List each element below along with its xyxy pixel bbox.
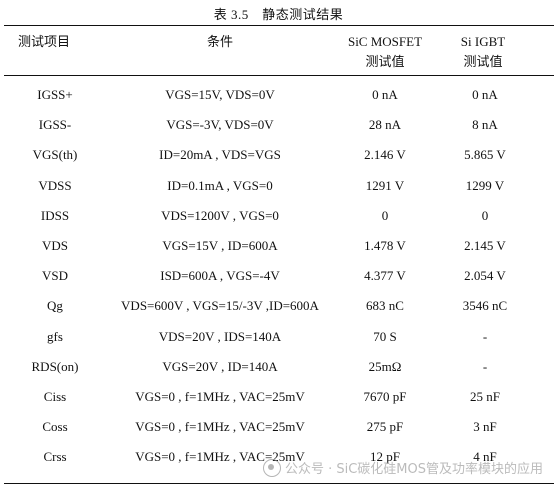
table-row: Ciss VGS=0 , f=1MHz , VAC=25mV 7670 pF 25 n…	[0, 382, 557, 412]
cell-sic-value: 683 nC	[366, 298, 404, 314]
table-row: RDS(on) VGS=20V , ID=140A 25mΩ -	[0, 352, 557, 382]
table-row: VDS VGS=15V , ID=600A 1.478 V 2.145 V	[0, 231, 557, 261]
cell-item: Crss	[43, 449, 67, 465]
cell-sic-value: 275 pF	[366, 419, 404, 435]
header-sic-line1: SiC MOSFET	[347, 34, 423, 49]
cell-si-value: 5.865 V	[464, 147, 506, 163]
header-sic-line2: 测试值	[365, 54, 405, 69]
cell-condition: VDS=20V , IDS=140A	[158, 328, 282, 344]
cell-si-value: 8 nA	[472, 117, 498, 133]
cell-condition: VGS=20V , ID=140A	[162, 358, 278, 374]
cell-condition: VDS=1200V , VGS=0	[161, 207, 279, 223]
cell-item: IGSS+	[37, 87, 73, 102]
cell-sic-value: 12 pF	[370, 449, 400, 465]
cell-item: VDS	[41, 237, 68, 253]
table-row: VDSS ID=0.1mA , VGS=0 1291 V 1299 V	[0, 171, 557, 201]
cell-item: VDSS	[38, 177, 72, 193]
table-row: VGS(th) ID=20mA , VDS=VGS 2.146 V 5.865 V	[0, 140, 557, 170]
cell-si-value: 0 nA	[472, 87, 498, 102]
cell-sic-value: 4.377 V	[364, 268, 406, 284]
cell-condition: VGS=0 , f=1MHz , VAC=25mV	[135, 449, 305, 465]
table-bottom-rule	[4, 483, 554, 485]
cell-sic-value: 7670 pF	[363, 388, 407, 404]
cell-si-value: 3546 nC	[462, 298, 508, 314]
cell-condition: ID=20mA , VDS=VGS	[159, 147, 281, 163]
cell-item: Qg	[47, 298, 63, 314]
cell-sic-value: 1291 V	[365, 177, 405, 193]
header-si-line1: Si IGBT	[460, 34, 506, 49]
table-row: gfs VDS=20V , IDS=140A 70 S -	[0, 322, 557, 352]
cell-item: Coss	[42, 419, 68, 435]
table-body: IGSS+ VGS=15V, VDS=0V 0 nA 0 nA IGSS- VGS=-3V…	[0, 80, 557, 472]
table-header-rule	[4, 75, 554, 76]
cell-si-value: -	[482, 328, 488, 344]
cell-item: VSD	[41, 268, 68, 284]
cell-sic-value: 0 nA	[372, 87, 398, 102]
cell-sic-value: 2.146 V	[364, 147, 406, 163]
table-row: Crss VGS=0 , f=1MHz , VAC=25mV 12 pF 4 nF	[0, 442, 557, 472]
cell-item: Ciss	[43, 388, 67, 404]
cell-si-value: -	[482, 358, 488, 374]
cell-condition: VGS=15V , ID=600A	[162, 237, 278, 253]
cell-condition: VGS=0 , f=1MHz , VAC=25mV	[135, 388, 305, 404]
cell-si-value: 0	[481, 207, 489, 223]
cell-si-value: 2.145 V	[464, 237, 506, 253]
header-condition: 条件	[206, 34, 233, 49]
cell-condition: ID=0.1mA , VGS=0	[167, 177, 273, 193]
cell-si-value: 1299 V	[465, 177, 505, 193]
cell-sic-value: 25mΩ	[368, 358, 402, 374]
watermark: 公众号 · SiC碳化硅MOS管及功率模块的应用	[262, 458, 543, 477]
cell-item: IGSS-	[38, 117, 72, 133]
cell-sic-value: 28 nA	[368, 117, 402, 133]
header-item: 测试项目	[18, 34, 71, 49]
wechat-icon	[262, 458, 281, 477]
table-row: VSD ISD=600A , VGS=-4V 4.377 V 2.054 V	[0, 261, 557, 291]
table-row: IGSS- VGS=-3V, VDS=0V 28 nA 8 nA	[0, 110, 557, 140]
table-row: IDSS VDS=1200V , VGS=0 0 0	[0, 201, 557, 231]
table-top-rule	[4, 25, 554, 27]
cell-item: VGS(th)	[32, 147, 78, 163]
cell-item: gfs	[47, 328, 63, 344]
table-row: Qg VDS=600V , VGS=15/-3V ,ID=600A 683 nC 35…	[0, 291, 557, 321]
cell-item: RDS(on)	[31, 358, 79, 374]
cell-condition: VDS=600V , VGS=15/-3V ,ID=600A	[121, 298, 319, 314]
cell-si-value: 4 nF	[473, 449, 497, 465]
cell-condition: VGS=15V, VDS=0V	[165, 87, 275, 102]
table-row: Coss VGS=0 , f=1MHz , VAC=25mV 275 pF 3 nF	[0, 412, 557, 442]
cell-condition: VGS=0 , f=1MHz , VAC=25mV	[135, 419, 305, 435]
cell-sic-value: 0	[381, 207, 389, 223]
table-caption: 表 3.5 静态测试结果	[213, 7, 344, 22]
cell-si-value: 25 nF	[470, 388, 500, 404]
table-row: IGSS+ VGS=15V, VDS=0V 0 nA 0 nA	[0, 80, 557, 110]
watermark-text: 公众号 · SiC碳化硅MOS管及功率模块的应用	[284, 462, 543, 477]
cell-si-value: 3 nF	[473, 419, 497, 435]
cell-condition: ISD=600A , VGS=-4V	[160, 268, 280, 284]
cell-si-value: 2.054 V	[464, 268, 506, 284]
cell-sic-value: 1.478 V	[364, 237, 406, 253]
cell-item: IDSS	[40, 207, 70, 223]
cell-sic-value: 70 S	[373, 328, 397, 344]
cell-condition: VGS=-3V, VDS=0V	[166, 117, 274, 133]
header-si-line2: 测试值	[463, 54, 503, 69]
